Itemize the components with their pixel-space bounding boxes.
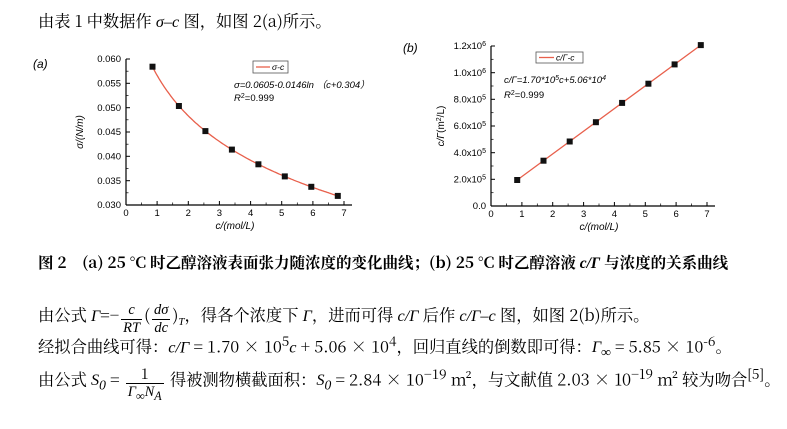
svg-text:c/Γ-c: c/Γ-c: [556, 53, 575, 63]
svg-text:σ/(N/m): σ/(N/m): [75, 115, 86, 149]
svg-text:5: 5: [643, 209, 648, 220]
svg-text:7: 7: [704, 209, 709, 220]
svg-text:0.055: 0.055: [97, 79, 121, 90]
svg-text:(a): (a): [33, 57, 48, 71]
svg-text:1: 1: [519, 209, 524, 220]
svg-text:0: 0: [488, 209, 493, 220]
svg-text:4.0x105: 4.0x105: [454, 148, 487, 159]
svg-text:5: 5: [279, 208, 284, 219]
svg-text:4: 4: [612, 209, 617, 220]
svg-text:c/Γ(m2/L): c/Γ(m2/L): [436, 106, 447, 147]
svg-text:c/Γ=1.70*105c+5.06*104: c/Γ=1.70*105c+5.06*104: [504, 75, 606, 86]
svg-text:2.0x105: 2.0x105: [454, 175, 487, 186]
svg-text:6.0x105: 6.0x105: [454, 121, 487, 132]
svg-text:c/(mol/L): c/(mol/L): [580, 222, 619, 233]
svg-text:0.060: 0.060: [97, 54, 121, 65]
svg-text:3: 3: [217, 208, 222, 219]
svg-text:σ-c: σ-c: [272, 62, 285, 72]
svg-text:2: 2: [550, 209, 555, 220]
svg-text:0.035: 0.035: [97, 176, 121, 187]
svg-text:σ=0.0605-0.0146ln （c+0.304）: σ=0.0605-0.0146ln （c+0.304）: [234, 79, 370, 91]
svg-text:0.040: 0.040: [97, 152, 121, 163]
svg-text:0.050: 0.050: [97, 103, 121, 114]
svg-text:0.030: 0.030: [97, 200, 121, 211]
svg-text:1: 1: [154, 208, 159, 219]
svg-text:0: 0: [123, 208, 128, 219]
svg-text:1.2x106: 1.2x106: [454, 41, 487, 52]
svg-text:4: 4: [248, 208, 253, 219]
svg-text:c/(mol/L): c/(mol/L): [216, 221, 255, 232]
svg-text:0.045: 0.045: [97, 127, 121, 138]
svg-text:6: 6: [310, 208, 315, 219]
svg-text:8.0x105: 8.0x105: [454, 95, 487, 106]
svg-text:R2=0.999: R2=0.999: [234, 93, 274, 104]
svg-text:7: 7: [341, 208, 346, 219]
svg-text:1.0x106: 1.0x106: [454, 68, 487, 79]
svg-text:(b): (b): [403, 41, 418, 55]
svg-text:3: 3: [581, 209, 586, 220]
svg-text:2: 2: [186, 208, 191, 219]
svg-text:6: 6: [673, 209, 678, 220]
svg-text:R2=0.999: R2=0.999: [504, 90, 544, 101]
svg-text:0.0: 0.0: [473, 201, 486, 212]
